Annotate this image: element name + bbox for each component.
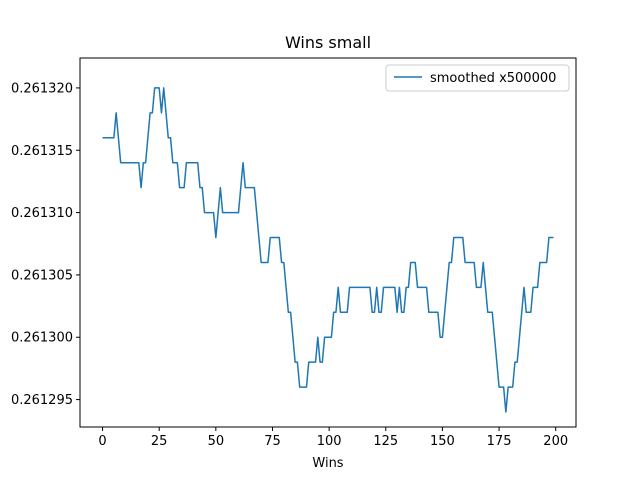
- x-tick-label: 0: [98, 434, 106, 449]
- x-axis-ticks: 0 25 50 75 100 125 150 175 200: [98, 427, 568, 449]
- x-axis-label: Wins: [312, 456, 343, 471]
- y-tick-label: 0.261320: [11, 81, 73, 96]
- plot-frame: [79, 57, 577, 428]
- series-line: [102, 87, 554, 413]
- y-axis-ticks: 0.261295 0.261300 0.261305 0.261310 0.261315…: [11, 81, 80, 408]
- legend: smoothed x500000: [385, 64, 570, 92]
- chart-title: Wins small: [285, 33, 371, 52]
- x-tick-label: 75: [264, 434, 281, 449]
- x-tick-label: 125: [373, 434, 398, 449]
- y-tick-label: 0.261305: [11, 268, 73, 283]
- y-tick-label: 0.261310: [11, 206, 73, 221]
- x-tick-label: 175: [487, 434, 512, 449]
- legend-label: smoothed x500000: [430, 71, 556, 86]
- x-tick-label: 25: [151, 434, 168, 449]
- y-tick-label: 0.261315: [11, 144, 73, 159]
- y-tick-label: 0.261300: [11, 331, 73, 346]
- x-tick-label: 150: [430, 434, 455, 449]
- legend-box: [385, 64, 570, 92]
- x-tick-label: 100: [317, 434, 342, 449]
- plot-series: [102, 87, 554, 413]
- y-tick-label: 0.261295: [11, 393, 73, 408]
- x-tick-label: 200: [543, 434, 568, 449]
- x-tick-label: 50: [208, 434, 225, 449]
